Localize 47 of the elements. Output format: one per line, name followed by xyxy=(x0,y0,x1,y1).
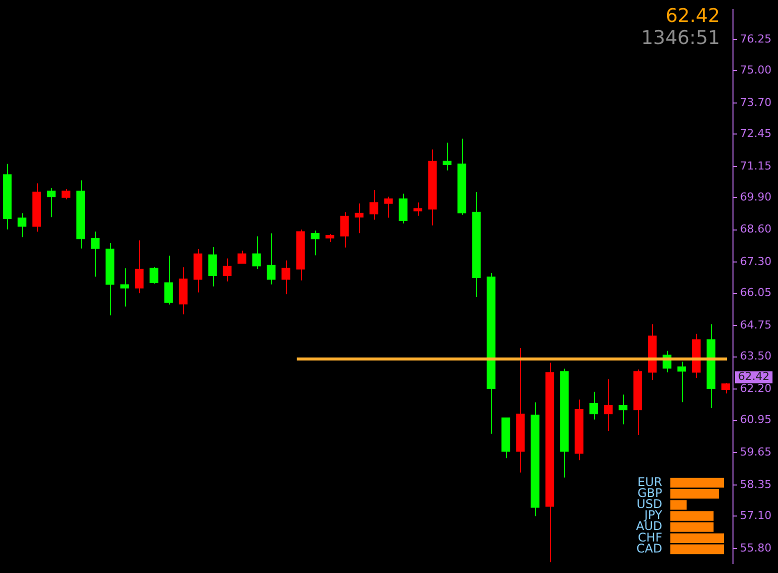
y-tick-label: 63.50 xyxy=(740,350,772,363)
annotation: 62.42 xyxy=(664,5,720,27)
candlestick xyxy=(398,193,408,224)
y-tick-label: 73.70 xyxy=(740,96,772,109)
candlestick xyxy=(310,230,320,256)
candlestick xyxy=(354,202,364,234)
y-tick-label: 66.05 xyxy=(740,286,772,300)
y-tick-label: 64.75 xyxy=(740,318,772,332)
y-tick-label: 67.30 xyxy=(740,255,772,268)
candlestick xyxy=(604,378,613,432)
candlestick xyxy=(62,188,70,200)
candlestick xyxy=(384,196,393,218)
candlestick xyxy=(164,255,173,306)
candlestick xyxy=(238,250,246,264)
y-tick-label: 58.35 xyxy=(740,478,772,491)
y-tick-label: 62.20 xyxy=(740,382,772,396)
candlestick xyxy=(618,394,628,425)
y-tick-label: 72.45 xyxy=(740,126,772,140)
candlestick xyxy=(442,142,452,171)
candlestick xyxy=(134,240,144,294)
y-tick-label: 59.65 xyxy=(740,446,772,458)
y-tick-label: 57.10 xyxy=(740,508,772,522)
candlestick xyxy=(222,258,232,282)
annotation: 1346:51 xyxy=(641,27,720,49)
candlestick xyxy=(18,212,26,238)
candlestick xyxy=(721,382,730,394)
candlestick xyxy=(413,202,422,216)
candlestick xyxy=(208,246,217,287)
y-tick-label: 75.00 xyxy=(740,63,772,76)
y-tick-label: 68.60 xyxy=(740,222,772,236)
candlestick xyxy=(340,212,349,248)
text: 62.42 xyxy=(738,370,770,384)
candlestick xyxy=(90,231,100,278)
candlestick xyxy=(370,190,378,220)
candlestick xyxy=(252,236,261,270)
candlestick xyxy=(677,361,686,403)
y-tick-label: 69.90 xyxy=(740,190,772,204)
candlestick xyxy=(282,260,290,295)
y-tick-label: 55.80 xyxy=(740,541,772,554)
candlestick xyxy=(589,391,598,420)
candlestick xyxy=(46,188,56,218)
candlestick xyxy=(266,232,276,285)
candlestick xyxy=(120,268,129,308)
y-tick-label: 60.95 xyxy=(740,413,772,426)
candlestick xyxy=(150,266,158,284)
y-tick-label: 71.15 xyxy=(740,159,772,172)
y-tick-label: 76.25 xyxy=(740,32,772,46)
